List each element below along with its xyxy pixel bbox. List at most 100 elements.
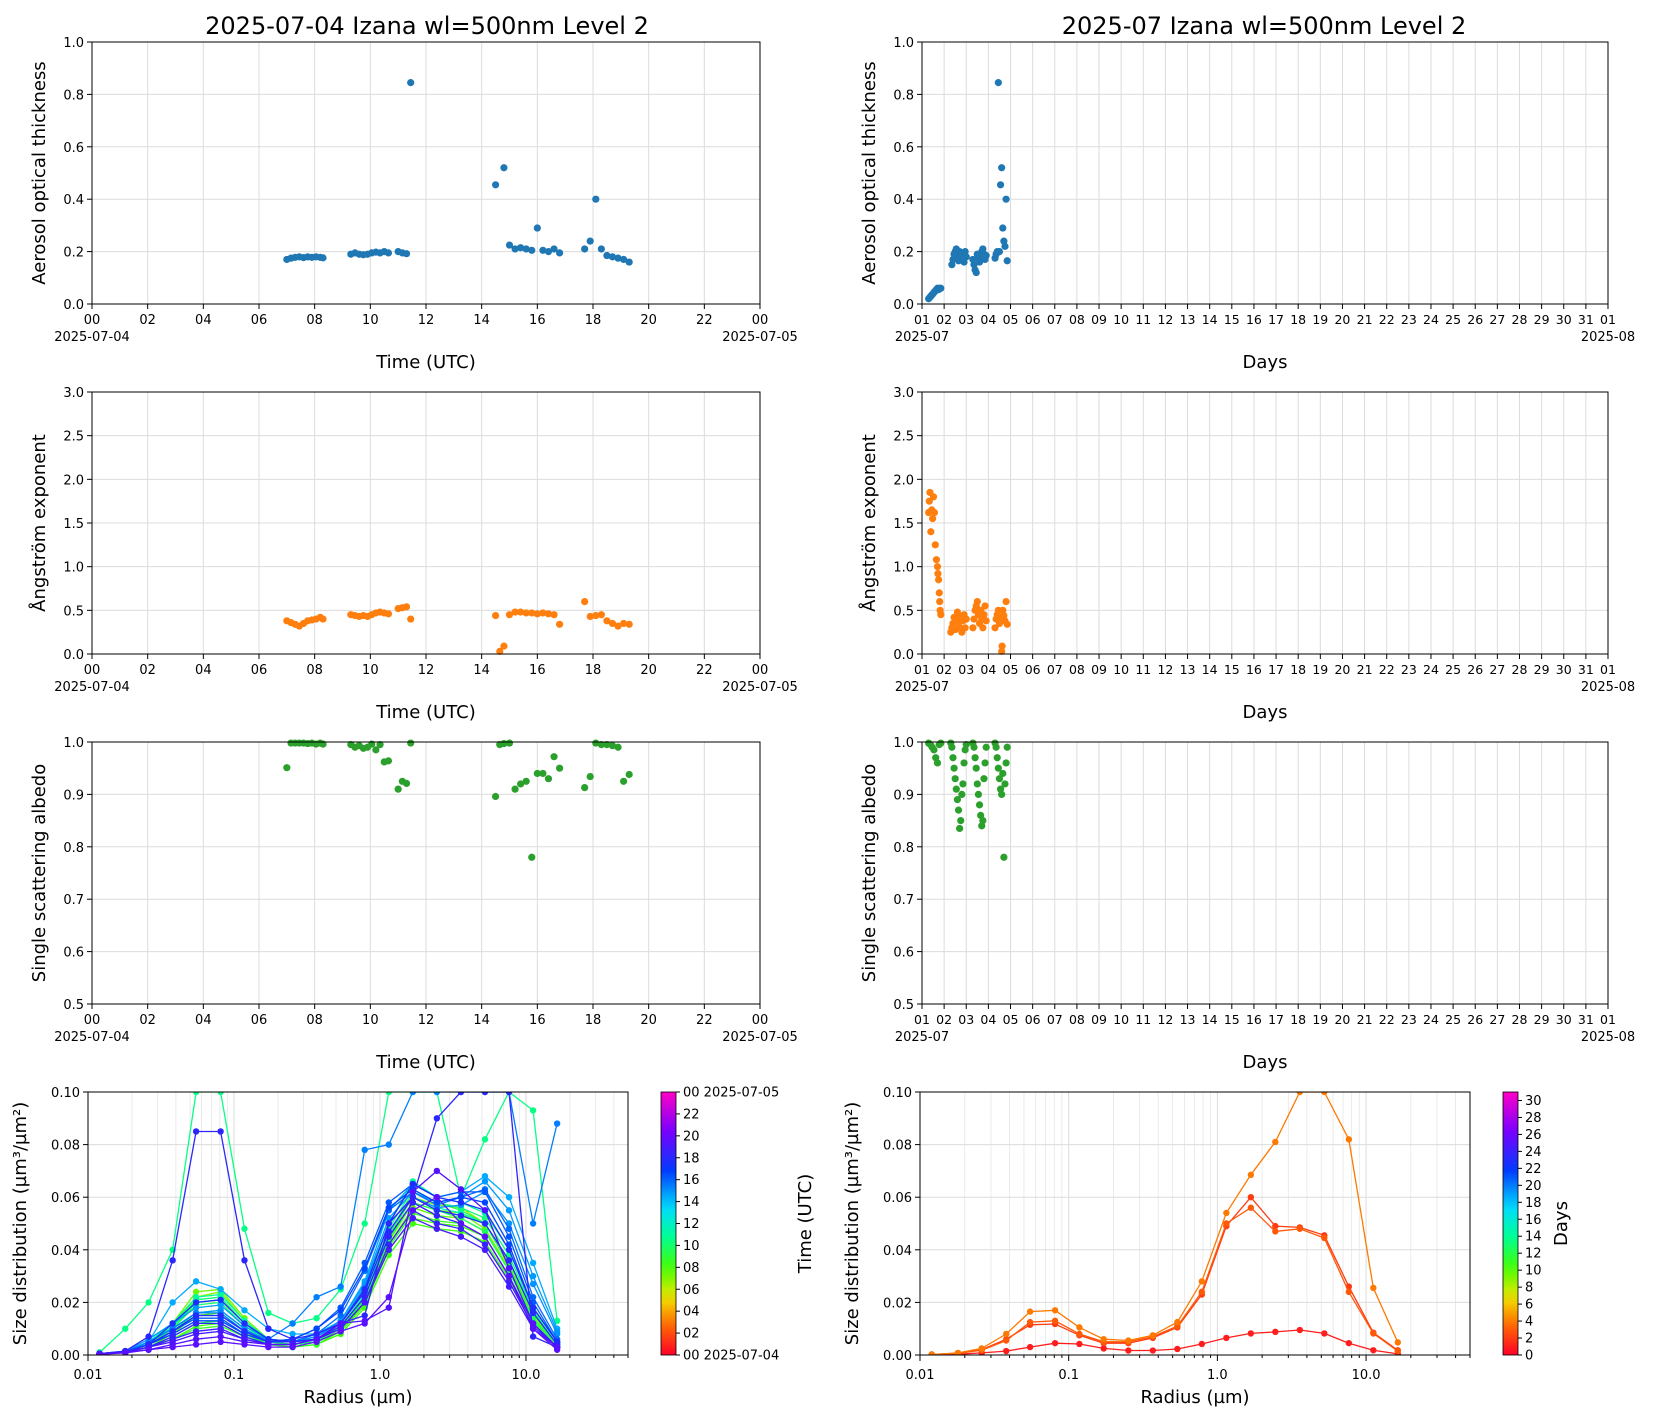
data-point	[265, 1343, 272, 1351]
y-tick-label: 1.5	[63, 517, 84, 532]
data-point	[1345, 1136, 1353, 1143]
x-tick-label: 07	[1047, 662, 1063, 677]
x-tick-label: 10.0	[511, 1368, 540, 1383]
colorbar-tick-label: 08	[683, 1261, 700, 1276]
data-point	[319, 254, 327, 262]
data-point	[283, 764, 291, 772]
y-tick-label: 2.0	[893, 473, 914, 488]
series	[96, 1194, 561, 1355]
data-point	[929, 515, 937, 523]
y-tick-label: 1.5	[893, 517, 914, 532]
y-tick-label: 3.0	[893, 386, 914, 401]
data-point	[1247, 1204, 1255, 1211]
x-tick-label: 18	[585, 313, 602, 328]
data-point	[361, 1312, 368, 1319]
data-point	[481, 1241, 489, 1248]
y-axis-label: Single scattering albedo	[859, 764, 880, 982]
data-point	[385, 1199, 392, 1206]
data-point	[433, 1220, 441, 1227]
x-tick-label: 31	[1578, 312, 1594, 327]
series-line	[99, 1175, 558, 1355]
data-point	[969, 624, 977, 632]
x-tick-label: 26	[1467, 662, 1483, 677]
data-point	[217, 1128, 224, 1135]
data-point	[556, 764, 564, 772]
data-point	[1002, 195, 1010, 203]
x-tick-label: 06	[1025, 1012, 1041, 1027]
data-point	[169, 1299, 176, 1306]
x-tick-label: 06	[251, 313, 268, 328]
data-point	[522, 245, 530, 253]
data-points	[925, 739, 1011, 861]
data-point	[457, 1199, 465, 1206]
data-point	[385, 1204, 392, 1211]
data-point	[592, 611, 600, 620]
colorbar-tick-label: 6	[1525, 1298, 1533, 1313]
data-point	[1003, 1330, 1010, 1338]
x-tick-label: 15	[1224, 662, 1240, 677]
colorbar-tick-label: 2	[1525, 1332, 1533, 1347]
data-point	[1149, 1332, 1157, 1339]
x-tick-label: 17	[1268, 662, 1284, 677]
data-point	[192, 1304, 200, 1311]
colorbar-tick-label: 16	[1525, 1213, 1542, 1228]
data-point	[970, 743, 978, 751]
x-axis-label: Time (UTC)	[375, 702, 476, 723]
y-tick-label: 3.0	[63, 386, 84, 401]
x-tick-label: 04	[195, 313, 212, 328]
x-tick-label: 24	[1423, 312, 1439, 327]
data-point	[407, 79, 415, 87]
data-point	[385, 1233, 392, 1240]
data-point	[953, 796, 962, 804]
data-point	[361, 1299, 368, 1306]
data-point	[932, 556, 940, 564]
data-point	[1296, 1092, 1304, 1096]
data-point	[457, 1092, 465, 1096]
data-point	[394, 785, 402, 793]
x-tick-label: 09	[1091, 312, 1107, 327]
colorbar-tick-label: 14	[1525, 1230, 1542, 1245]
data-point	[1198, 1278, 1206, 1285]
data-point	[192, 1092, 200, 1096]
data-point	[505, 739, 514, 747]
x-tick-label: 00	[752, 1013, 769, 1028]
data-point	[522, 609, 530, 617]
x-tick-label: 18	[1290, 662, 1306, 677]
x-tick-label: 16	[529, 1013, 546, 1028]
x-tick-label: 16	[1246, 1012, 1262, 1027]
x-tick-label: 24	[1423, 1012, 1439, 1027]
data-point	[192, 1288, 200, 1296]
data-point	[505, 611, 514, 619]
series-line	[99, 1092, 558, 1355]
data-point	[978, 1345, 985, 1352]
data-point	[553, 1317, 561, 1325]
data-point	[1000, 853, 1008, 861]
x-tick-label: 02	[139, 313, 156, 328]
data-point	[1247, 1194, 1255, 1201]
angstrom-daily: 00 02 04 06 08 10 12 14 16 18 20 22 00 2025-07-04 2025…	[28, 386, 798, 723]
y-tick-label: 1.0	[893, 561, 914, 576]
y-tick-label: 0.00	[51, 1349, 80, 1364]
data-point	[385, 1304, 392, 1311]
colorbar-tick-label: 12	[1525, 1247, 1542, 1262]
y-tick-label: 0.5	[893, 604, 914, 619]
colorbar-tick-label: 04	[683, 1305, 700, 1320]
data-point	[481, 1246, 489, 1254]
y-tick-label: 0.6	[63, 141, 84, 156]
data-point	[928, 1351, 935, 1355]
x-tick-label: 14	[1202, 312, 1218, 327]
x-date-right: 2025-07-05	[722, 1030, 798, 1045]
data-point	[962, 615, 970, 623]
y-tick-label: 0.5	[63, 998, 84, 1013]
x-tick-label: 05	[1003, 312, 1019, 327]
data-point	[1026, 1308, 1034, 1315]
data-point	[505, 1265, 513, 1272]
x-tick-label: 22	[696, 663, 713, 678]
y-tick-label: 0.2	[63, 246, 84, 261]
x-tick-label: 29	[1534, 1012, 1550, 1027]
data-point	[981, 602, 989, 610]
data-point	[949, 754, 957, 762]
data-point	[592, 739, 600, 747]
data-point	[192, 1293, 200, 1301]
